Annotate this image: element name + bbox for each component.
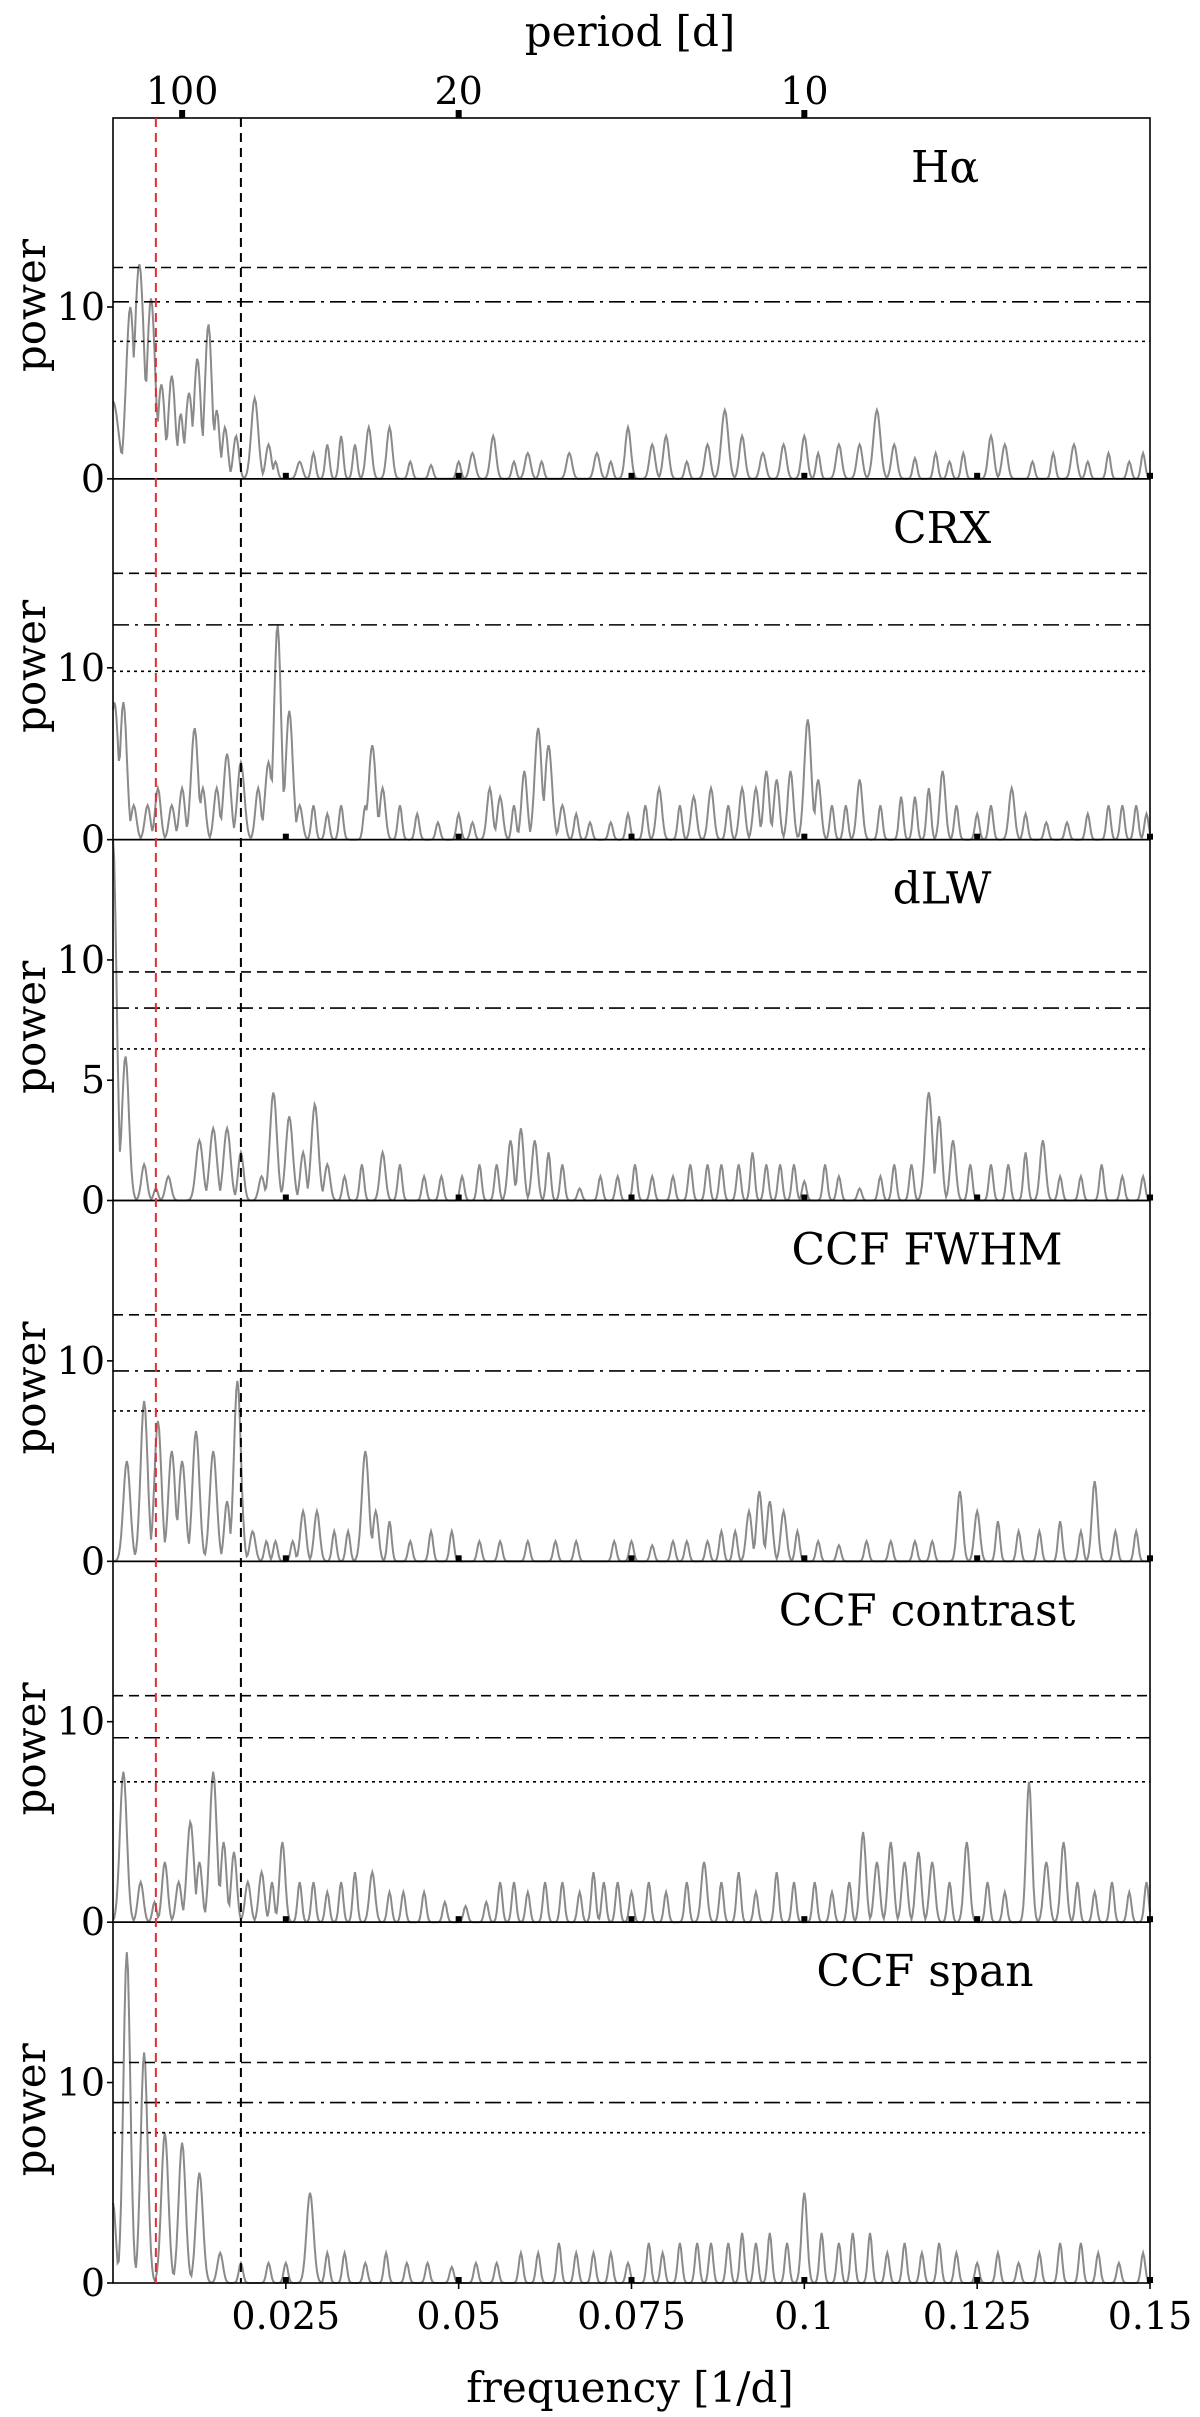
y-tick-label: 10 [57,1339,105,1383]
y-tick-label: 10 [57,938,105,982]
y-axis-label: power [6,1321,55,1455]
x-tick [1147,472,1153,479]
power-curve-2 [112,625,1151,841]
top-period-tick-label: 10 [780,69,828,113]
x-tick [282,1555,289,1562]
y-axis-label: power [6,1682,55,1816]
x-tick [801,472,808,479]
x-tick [1147,1194,1153,1201]
panel-frame [112,117,1151,480]
y-axis-label: power [6,960,55,1094]
bottom-x-tick-label: 0.05 [416,2294,501,2338]
panel-frame [112,478,1151,841]
x-tick [628,1555,635,1562]
top-axis-title: period [d] [525,7,735,56]
bottom-axis-title: frequency [1/d] [466,2363,793,2412]
x-tick [1147,1555,1153,1562]
bottom-ticks-group: 0.025 0.05 0.075 0.1 0.125 0.15 [231,2283,1192,2338]
top-period-tick-label: 100 [146,69,219,113]
y-tick-label: 0 [81,2261,105,2305]
panel-title: CCF span [816,1946,1033,1997]
y-axis-label: power [6,2042,55,2176]
x-tick [282,2277,289,2283]
x-tick [455,1916,462,1923]
x-tick [1147,2277,1153,2283]
panel-title: CCF FWHM [791,1225,1062,1276]
top-ticks-group: 100 20 10 [146,69,829,118]
y-tick-label: 0 [81,1900,105,1944]
y-axis-label: power [6,238,55,372]
panel-title: CRX [893,503,992,554]
y-tick-label: 0 [81,1539,105,1583]
x-tick [974,2277,981,2283]
x-tick [282,472,289,479]
panel-title: CCF contrast [779,1585,1076,1636]
x-tick [282,1916,289,1923]
bottom-x-tick-label: 0.1 [774,2294,834,2338]
bottom-x-tick-label: 0.075 [577,2294,686,2338]
y-tick-label: 0 [81,457,105,501]
x-tick [974,1916,981,1923]
x-tick [282,833,289,840]
x-tick [282,1194,289,1201]
x-tick [974,472,981,479]
y-tick-label: 10 [57,2061,105,2105]
x-tick [1147,833,1153,840]
x-tick [455,2277,462,2283]
top-period-tick [455,110,462,118]
top-period-tick [801,110,808,118]
panel-title: Hα [911,142,979,193]
top-period-tick-label: 20 [434,69,482,113]
y-tick-label: 10 [57,285,105,329]
x-tick [974,833,981,840]
power-curve-6 [112,1952,1151,2284]
y-tick-label: 0 [81,1179,105,1223]
x-tick [628,833,635,840]
x-tick [801,1916,808,1923]
power-curve-1 [112,263,1151,480]
vlines-group [154,118,242,2283]
power-curve-3 [112,839,1151,1202]
x-tick [974,1194,981,1201]
x-tick [801,2277,808,2283]
bottom-x-tick-label: 0.125 [923,2294,1032,2338]
x-tick [628,472,635,479]
x-tick [801,1555,808,1562]
x-tick [455,833,462,840]
bottom-x-tick-label: 0.15 [1108,2294,1193,2338]
y-axis-label: power [6,599,55,733]
x-tick [801,833,808,840]
y-tick-label: 0 [81,818,105,862]
y-tick-label: 10 [57,646,105,690]
panel-title: dLW [893,864,993,915]
power-curve-4 [112,1380,1150,1563]
y-tick-label: 10 [57,1700,105,1744]
y-tick-label: 5 [81,1058,105,1102]
x-tick [628,2277,635,2283]
top-period-tick [179,110,186,118]
x-tick [455,472,462,479]
power-curve-5 [112,1771,1151,1924]
bottom-x-tick-label: 0.025 [231,2294,340,2338]
x-tick [628,1916,635,1923]
panels-group: 010powerHα010powerCRX0510powerdLW010powe… [6,117,1153,2305]
x-tick [455,1194,462,1201]
x-tick [974,1555,981,1562]
x-tick [801,1194,808,1201]
x-tick [628,1194,635,1201]
x-tick [1147,1916,1153,1923]
x-tick [455,1555,462,1562]
